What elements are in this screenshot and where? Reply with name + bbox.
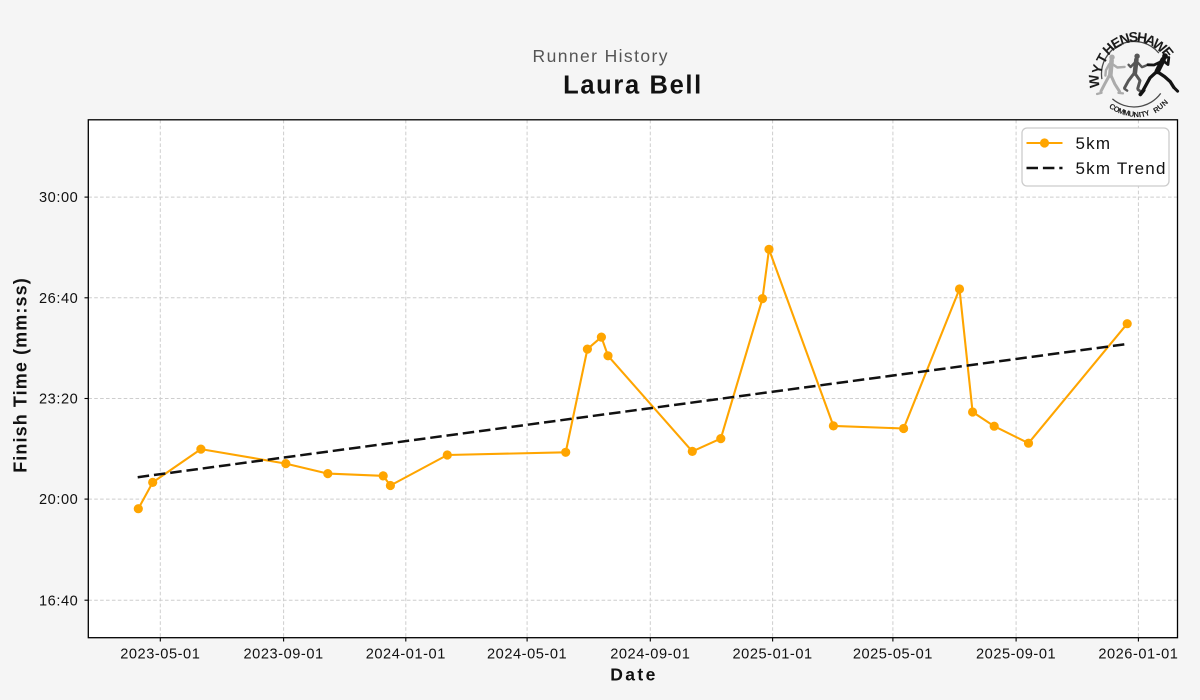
svg-text:26:40: 26:40 [39, 291, 78, 307]
svg-text:2023-09-01: 2023-09-01 [244, 646, 324, 662]
svg-text:16:40: 16:40 [39, 593, 78, 609]
svg-text:T: T [1140, 109, 1147, 119]
svg-text:W: W [1085, 73, 1102, 88]
svg-text:2025-05-01: 2025-05-01 [853, 646, 933, 662]
svg-text:I: I [1138, 110, 1142, 119]
svg-text:N: N [1160, 98, 1170, 108]
svg-text:2024-01-01: 2024-01-01 [366, 646, 446, 662]
svg-text:5km: 5km [1076, 134, 1112, 153]
svg-text:2024-09-01: 2024-09-01 [610, 646, 690, 662]
svg-text:Date: Date [610, 665, 658, 685]
svg-text:S: S [1128, 28, 1139, 45]
svg-text:M: M [1123, 108, 1131, 118]
svg-text:Finish Time (mm:ss): Finish Time (mm:ss) [11, 277, 31, 473]
svg-text:N: N [1133, 110, 1139, 119]
svg-text:M: M [1117, 106, 1126, 116]
svg-text:Runner History: Runner History [533, 46, 669, 66]
svg-text:2023-05-01: 2023-05-01 [120, 646, 200, 662]
svg-text:2025-01-01: 2025-01-01 [733, 646, 813, 662]
svg-text:2025-09-01: 2025-09-01 [976, 646, 1056, 662]
svg-text:H: H [1136, 29, 1148, 46]
svg-text:5km Trend: 5km Trend [1076, 159, 1167, 178]
svg-text:U: U [1129, 110, 1135, 119]
svg-text:O: O [1112, 104, 1121, 115]
svg-text:R: R [1152, 104, 1162, 115]
svg-text:U: U [1155, 101, 1165, 112]
svg-text:C: C [1108, 102, 1118, 113]
svg-text:Y: Y [1143, 108, 1151, 118]
svg-text:23:20: 23:20 [39, 392, 78, 408]
svg-text:N: N [1117, 30, 1131, 48]
svg-text:2026-01-01: 2026-01-01 [1098, 646, 1178, 662]
svg-text:2024-05-01: 2024-05-01 [487, 646, 567, 662]
svg-text:Y: Y [1088, 62, 1106, 75]
svg-text:20:00: 20:00 [39, 492, 78, 508]
svg-text:Laura Bell: Laura Bell [563, 72, 703, 100]
svg-text:30:00: 30:00 [39, 190, 78, 206]
